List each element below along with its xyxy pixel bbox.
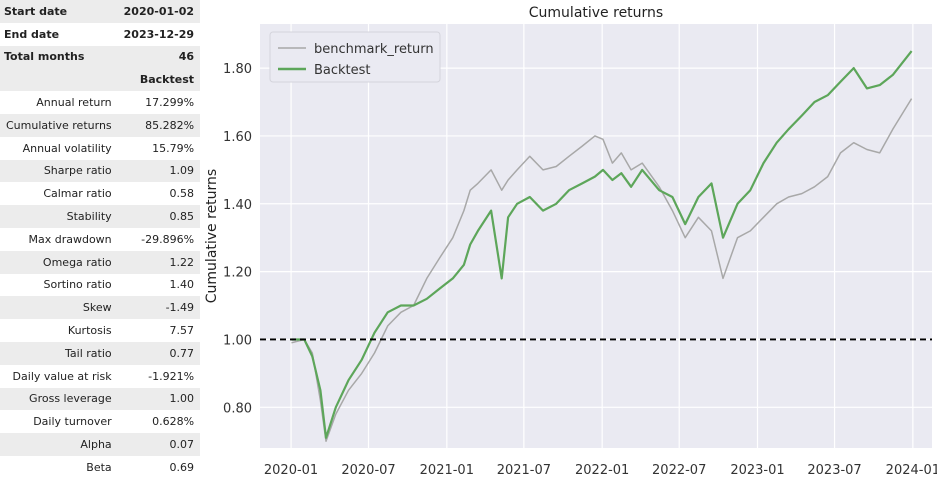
y-tick-label: 1.60 xyxy=(223,130,252,145)
stat-value: 2023-12-29 xyxy=(123,27,195,41)
legend-entry: benchmark_return xyxy=(314,42,434,57)
metric-row: Cumulative returns 85.282% xyxy=(0,113,201,137)
metric-row: Beta 0.69 xyxy=(0,456,200,479)
stat-label: Total months xyxy=(0,45,118,69)
x-tick-label: 2022-07 xyxy=(652,463,706,478)
stat-value: 0.58 xyxy=(169,187,195,201)
stat-label: Kurtosis xyxy=(67,324,112,338)
summary-row: Start date 2020-01-02 xyxy=(0,0,201,23)
y-axis-label: Cumulative returns xyxy=(204,169,220,303)
stat-value: 0.77 xyxy=(117,341,201,365)
stat-label: Alpha xyxy=(0,433,118,456)
stat-label: Skew xyxy=(0,296,118,320)
y-tick-label: 1.20 xyxy=(223,266,252,281)
metric-row: Alpha 0.07 xyxy=(0,433,201,456)
metric-row: Max drawdown -29.896% xyxy=(0,228,200,251)
metric-row: Sharpe ratio 1.09 xyxy=(0,159,201,183)
metric-row: Kurtosis 7.57 xyxy=(0,319,200,342)
metric-row: Daily value at risk -1.921% xyxy=(0,365,200,388)
stat-value: 7.57 xyxy=(169,324,195,338)
x-tick-label: 2022-01 xyxy=(575,463,629,478)
stat-label: End date xyxy=(4,27,60,41)
metric-row: Annual volatility 15.79% xyxy=(0,137,200,160)
summary-row: Total months 46 xyxy=(0,45,201,69)
stat-value: -29.896% xyxy=(141,232,195,246)
summary-row: End date 2023-12-29 xyxy=(0,23,200,46)
stat-value: 85.282% xyxy=(117,113,201,137)
stat-value: 0.07 xyxy=(117,433,201,456)
x-tick-label: 2023-07 xyxy=(807,463,861,478)
column-header-row: Backtest xyxy=(0,68,201,92)
stat-value: 1.00 xyxy=(117,387,201,411)
stat-label: Annual return xyxy=(36,96,112,110)
stat-value: 1.09 xyxy=(117,159,201,183)
stat-value: -1.921% xyxy=(148,369,195,383)
stat-value: 1.40 xyxy=(169,278,195,292)
y-tick-label: 1.40 xyxy=(223,198,252,213)
stat-label: Daily value at risk xyxy=(12,369,112,383)
stat-value: 1.22 xyxy=(117,250,201,274)
stat-value: 0.69 xyxy=(169,460,195,474)
stats-body: Start date 2020-01-02 End date 2023-12-29 To… xyxy=(0,0,201,479)
stat-label: Calmar ratio xyxy=(43,187,112,201)
y-tick-label: 0.80 xyxy=(223,401,252,416)
x-tick-label: 2023-01 xyxy=(730,463,784,478)
series-line-backtest xyxy=(291,50,913,439)
plot-area xyxy=(260,24,932,448)
y-tick-label: 1.00 xyxy=(223,333,252,348)
x-tick-label: 2021-01 xyxy=(420,463,474,478)
metric-row: Stability 0.85 xyxy=(0,205,201,228)
legend-entry: Backtest xyxy=(314,63,371,78)
stat-label: Omega ratio xyxy=(0,250,118,274)
stats-table: Start date 2020-01-02 End date 2023-12-29 To… xyxy=(0,0,201,479)
stat-label: Gross leverage xyxy=(0,387,118,411)
x-tick-label: 2024-01 xyxy=(886,463,937,478)
stat-label: Annual volatility xyxy=(22,141,112,155)
x-tick-label: 2020-07 xyxy=(341,463,395,478)
stat-value: 17.299% xyxy=(145,96,195,110)
metric-row: Annual return 17.299% xyxy=(0,91,200,114)
x-tick-label: 2020-01 xyxy=(264,463,318,478)
stat-value: 2020-01-02 xyxy=(117,0,201,23)
series-line-benchmark-return xyxy=(291,98,913,442)
stat-value: -1.49 xyxy=(117,296,201,320)
metric-row: Calmar ratio 0.58 xyxy=(0,182,200,205)
stat-label: Tail ratio xyxy=(0,341,118,365)
metric-row: Sortino ratio 1.40 xyxy=(0,274,200,297)
stat-value: Backtest xyxy=(117,68,201,92)
stat-value: 46 xyxy=(117,45,201,69)
stat-label: Sharpe ratio xyxy=(0,159,118,183)
metric-row: Daily turnover 0.628% xyxy=(0,410,200,433)
stat-label: Cumulative returns xyxy=(0,113,118,137)
metric-row: Tail ratio 0.77 xyxy=(0,341,201,365)
stat-value: 0.85 xyxy=(117,205,201,228)
stat-label: Start date xyxy=(0,0,118,23)
stat-label: Daily turnover xyxy=(33,415,112,429)
x-tick-label: 2021-07 xyxy=(497,463,551,478)
stat-label: Sortino ratio xyxy=(43,278,112,292)
y-tick-label: 1.80 xyxy=(223,62,252,77)
chart-title: Cumulative returns xyxy=(529,5,663,21)
stat-value: 0.628% xyxy=(152,415,195,429)
metric-row: Gross leverage 1.00 xyxy=(0,387,201,411)
cumulative-returns-chart: 2020-01 2020-07 2021-01 2021-07 2022-01 2022-… xyxy=(204,5,937,478)
legend-box xyxy=(269,31,441,83)
stat-label: Stability xyxy=(0,205,118,228)
stat-label: Max drawdown xyxy=(28,232,112,246)
stat-label xyxy=(0,68,118,92)
stat-value: 15.79% xyxy=(152,141,195,155)
stat-label: Beta xyxy=(86,460,112,474)
metric-row: Omega ratio 1.22 xyxy=(0,250,201,274)
metric-row: Skew -1.49 xyxy=(0,296,201,320)
